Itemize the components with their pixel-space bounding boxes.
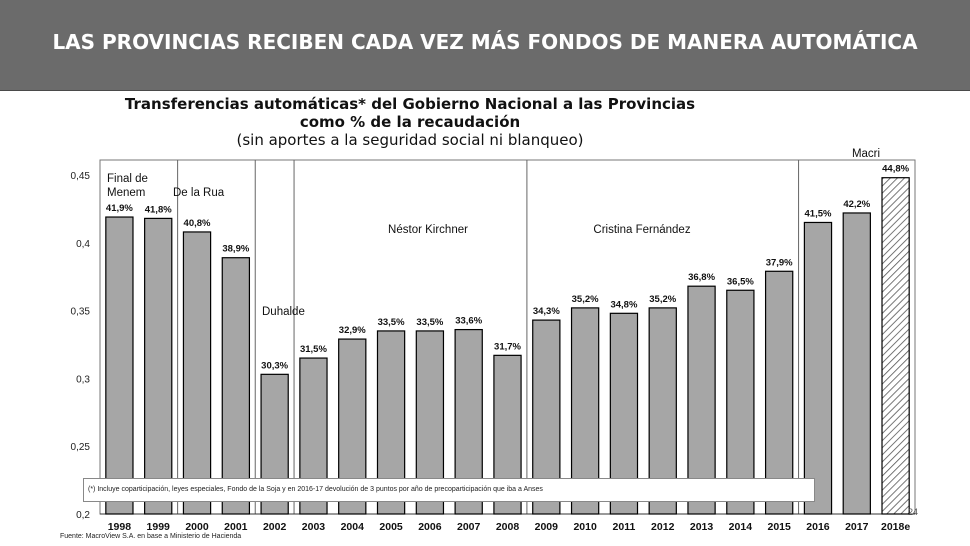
x-tick-label: 2014 bbox=[729, 521, 753, 533]
chart-footnote: (*) Incluye coparticipación, leyes espec… bbox=[83, 478, 815, 502]
data-label: 36,5% bbox=[727, 276, 754, 287]
data-label: 33,5% bbox=[416, 317, 443, 328]
x-tick-label: 2018e bbox=[881, 521, 910, 533]
bar bbox=[726, 289, 755, 515]
period-label: De la Rua bbox=[173, 187, 225, 199]
data-label: 31,5% bbox=[300, 344, 327, 355]
page-number: 24 bbox=[908, 507, 919, 517]
bar bbox=[221, 257, 251, 515]
bar bbox=[764, 270, 794, 515]
data-label: 44,8% bbox=[882, 164, 909, 175]
data-label: 34,3% bbox=[533, 306, 560, 317]
data-label: 35,2% bbox=[572, 294, 599, 305]
data-label: 41,5% bbox=[805, 208, 832, 219]
x-tick-label: 2001 bbox=[224, 521, 248, 533]
y-tick-label: 0,25 bbox=[71, 442, 91, 453]
x-tick-label: 2011 bbox=[613, 521, 636, 533]
x-tick-label: 2002 bbox=[263, 521, 287, 533]
period-label: Cristina Fernández bbox=[593, 224, 690, 236]
data-label: 34,8% bbox=[610, 299, 637, 310]
x-tick-label: 2005 bbox=[379, 521, 403, 533]
x-tick-label: 2007 bbox=[457, 521, 481, 533]
y-tick-label: 0,2 bbox=[76, 510, 90, 521]
bar bbox=[842, 212, 871, 515]
y-tick-label: 0,3 bbox=[76, 374, 90, 385]
y-tick-label: 0,45 bbox=[71, 171, 91, 182]
x-tick-label: 1998 bbox=[108, 521, 132, 533]
bar bbox=[881, 177, 910, 515]
data-label: 37,9% bbox=[766, 257, 793, 268]
data-label: 35,2% bbox=[649, 294, 676, 305]
x-tick-label: 2016 bbox=[806, 521, 830, 533]
x-tick-label: 2009 bbox=[535, 521, 559, 533]
chart-title-line1: Transferencias automáticas* del Gobierno… bbox=[124, 95, 696, 113]
x-tick-label: 2015 bbox=[767, 521, 791, 533]
title-banner: LAS PROVINCIAS RECIBEN CADA VEZ MÁS FOND… bbox=[0, 0, 970, 91]
data-label: 30,3% bbox=[261, 360, 288, 371]
x-tick-label: 2000 bbox=[185, 521, 209, 533]
period-label: Duhalde bbox=[262, 306, 305, 318]
source-note: Fuente: MacroView S.A. en base a Ministe… bbox=[60, 533, 242, 540]
y-tick-label: 0,35 bbox=[71, 307, 91, 318]
chart-subtitle: (sin aportes a la seguridad social ni bl… bbox=[236, 131, 584, 149]
bar bbox=[803, 221, 833, 515]
data-label: 32,9% bbox=[339, 325, 366, 336]
banner-title: LAS PROVINCIAS RECIBEN CADA VEZ MÁS FOND… bbox=[52, 30, 918, 54]
data-label: 33,5% bbox=[378, 317, 405, 328]
bar bbox=[182, 231, 212, 515]
data-label: 33,6% bbox=[455, 316, 482, 327]
y-tick-label: 0,4 bbox=[76, 239, 90, 250]
x-tick-label: 2008 bbox=[496, 521, 520, 533]
x-tick-label: 2004 bbox=[341, 521, 365, 533]
data-label: 41,8% bbox=[145, 204, 172, 215]
bar bbox=[144, 217, 173, 515]
x-tick-label: 2010 bbox=[573, 521, 597, 533]
x-tick-label: 2003 bbox=[302, 521, 326, 533]
data-label: 40,8% bbox=[184, 218, 211, 229]
period-label: Macri bbox=[852, 148, 880, 160]
data-label: 31,7% bbox=[494, 341, 521, 352]
period-label: Néstor Kirchner bbox=[388, 224, 468, 236]
bar bbox=[105, 216, 134, 515]
period-label: Menem bbox=[107, 187, 145, 199]
data-label: 41,9% bbox=[106, 203, 133, 214]
chart-title: Transferencias automáticas* del Gobierno… bbox=[120, 95, 700, 149]
period-label: Final de bbox=[107, 173, 148, 185]
x-tick-label: 2013 bbox=[690, 521, 714, 533]
x-tick-label: 2006 bbox=[418, 521, 442, 533]
data-label: 38,9% bbox=[222, 244, 249, 255]
chart-title-line2: como % de la recaudación bbox=[299, 113, 521, 131]
data-label: 36,8% bbox=[688, 272, 715, 283]
x-tick-label: 1999 bbox=[147, 521, 171, 533]
data-label: 42,2% bbox=[843, 199, 870, 210]
bar bbox=[687, 285, 716, 515]
x-tick-label: 2017 bbox=[845, 521, 869, 533]
x-tick-label: 2012 bbox=[651, 521, 675, 533]
